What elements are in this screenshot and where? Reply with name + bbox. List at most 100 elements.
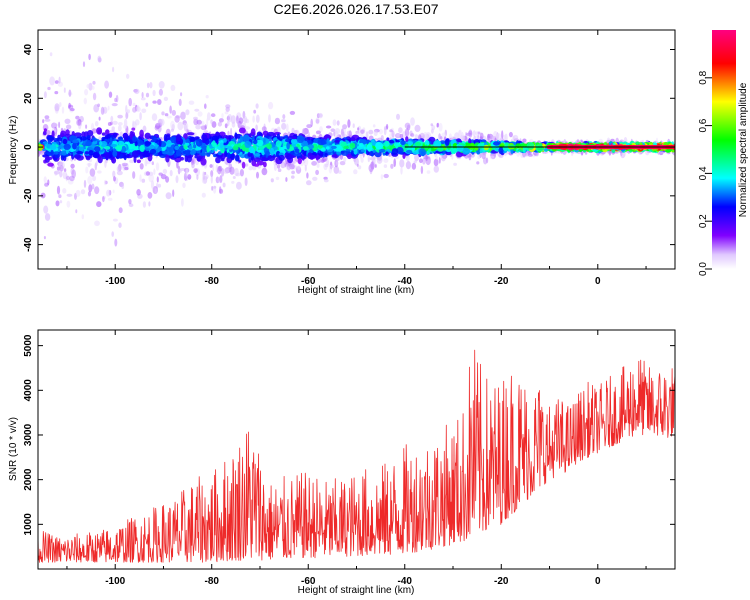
heatmap-cell [243,115,248,124]
heatmap-cell [331,164,334,169]
heatmap-cell [145,102,149,107]
heatmap-cell [227,152,231,159]
heatmap-cell [312,176,318,181]
heatmap-cell [242,134,250,143]
heatmap-cell [206,112,211,121]
heatmap-cell [85,141,92,147]
heatmap-cell [54,91,59,95]
heatmap-cell [498,147,504,155]
heatmap-cell [275,176,280,181]
heatmap-cell [223,168,230,174]
heatmap-cell [88,150,94,156]
heatmap-cell [244,163,249,167]
heatmap-cell [169,169,173,177]
heatmap-cell [211,121,217,128]
heatmap-cell [210,113,216,118]
y-tick-label: 40 [23,44,34,56]
heatmap-cell [118,207,123,214]
heatmap-cell [132,102,136,107]
heatmap-cell [176,160,179,169]
heatmap-cell [53,123,58,128]
heatmap-cell [326,138,330,146]
heatmap-cell [71,131,75,137]
snr-panel: -100 -80 -60 -40 -20 0 1000 2000 3000 4000 5000 He… [8,329,676,596]
heatmap-cell [65,175,71,181]
heatmap-cell [423,155,429,160]
heatmap-cell [43,205,49,214]
heatmap-cell [117,143,123,152]
heatmap-cell [49,76,55,86]
heatmap-cell [479,148,483,154]
heatmap-cell [164,113,169,117]
heatmap-cell [231,180,235,184]
heatmap-cell [340,150,345,154]
heatmap-cell [162,168,168,174]
heatmap-cell [462,134,465,141]
heatmap-cell [253,109,257,114]
heatmap-cell [366,144,373,152]
heatmap-cell [476,161,480,165]
heatmap-cell [49,144,57,150]
heatmap-cell [123,124,128,129]
heatmap-cell [139,174,142,182]
heatmap-cell [386,137,390,141]
heatmap-cell [302,146,309,151]
heatmap-cell [84,151,89,155]
heatmap-cell [286,161,291,171]
heatmap-cell [182,182,186,188]
heatmap-cell [304,164,307,172]
heatmap-cell [229,166,235,175]
heatmap-cell [253,163,260,167]
heatmap-cell [194,136,200,140]
heatmap-cell [508,131,513,138]
snr-ticks: -100 -80 -60 -40 -20 0 1000 2000 3000 4000 5000 [23,330,675,587]
heatmap-cell [462,147,471,155]
heatmap-cell [339,161,346,166]
heatmap-cell [405,154,410,162]
heatmap-cell [383,173,389,179]
heatmap-cell [181,198,184,207]
heatmap-cell [375,141,383,150]
heatmap-cell [522,138,527,143]
heatmap-cell [234,154,240,162]
heatmap-cell [43,91,47,99]
heatmap-cell [59,200,63,204]
heatmap-cell [215,156,221,164]
heatmap-cell [94,121,99,127]
heatmap-cell [125,112,129,120]
heatmap-cell [146,82,150,89]
heatmap-cell [97,170,102,174]
heatmap-cell [62,188,67,194]
heatmap-cell [410,133,415,137]
heatmap-cell [193,144,197,149]
heatmap-cell [410,117,415,126]
colorbar-tick-label: 0.6 [698,118,709,132]
heatmap-cell [241,161,246,169]
heatmap-cell [128,97,132,107]
heatmap-cell [157,146,162,152]
heatmap-cell [144,132,151,139]
heatmap-cell [291,170,295,175]
heatmap-cell [536,145,544,151]
heatmap-cell [501,130,504,140]
heatmap-cell [109,129,116,134]
heatmap-cell [145,92,150,98]
heatmap-cell [94,146,101,152]
heatmap-cell [325,125,332,129]
heatmap-cell [148,201,151,207]
heatmap-cell [94,220,100,227]
heatmap-cell [315,130,321,135]
heatmap-cell [453,162,457,166]
heatmap-cell [59,102,62,107]
heatmap-cell [196,157,201,161]
heatmap-cell [405,161,411,170]
heatmap-cell [203,130,209,134]
heatmap-cell [343,145,350,149]
spectrogram-y-axis-label: Frequency (Hz) [8,116,19,185]
heatmap-cell [255,103,259,109]
heatmap-cell [353,148,358,155]
heatmap-cell [315,117,320,125]
heatmap-cell [69,175,75,182]
heatmap-cell [136,159,141,164]
heatmap-cell [169,105,172,114]
